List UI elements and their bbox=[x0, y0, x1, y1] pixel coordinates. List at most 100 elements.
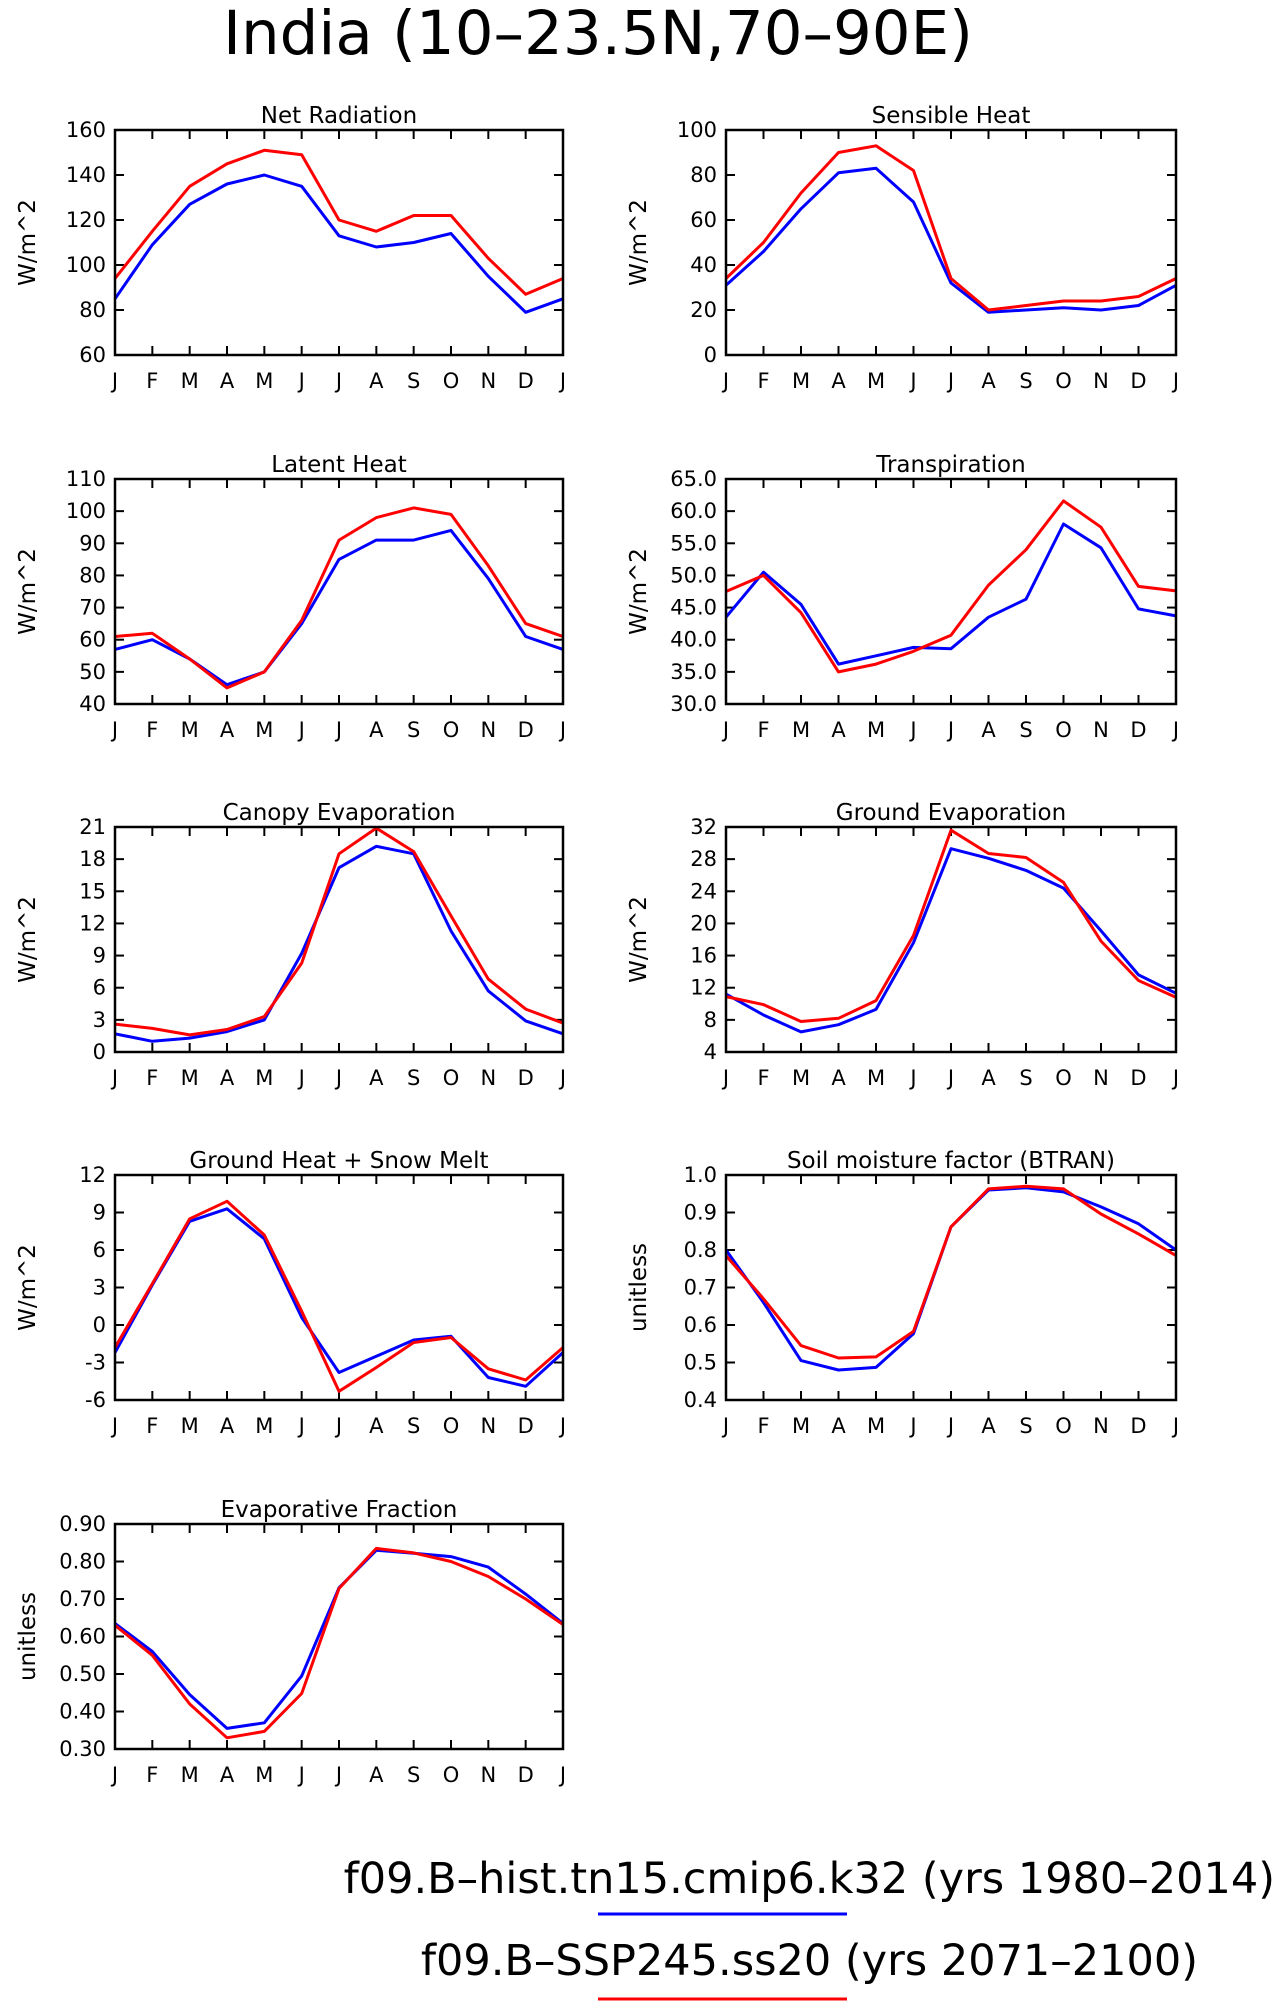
x-tick-label: F bbox=[146, 718, 158, 742]
x-tick-label: S bbox=[407, 1414, 420, 1438]
series-line-ssp bbox=[114, 1546, 564, 1740]
y-tick-label: 45.0 bbox=[670, 596, 717, 620]
y-tick-label: 0.5 bbox=[684, 1351, 717, 1375]
x-tick-label: J bbox=[946, 1414, 954, 1438]
x-tick-label: J bbox=[334, 1414, 342, 1438]
x-tick-label: N bbox=[480, 718, 496, 742]
y-tick-label: 0.70 bbox=[59, 1587, 106, 1611]
panel-title: Ground Evaporation bbox=[836, 800, 1066, 826]
series-line-ssp bbox=[724, 1184, 1177, 1360]
y-tick-label: 100 bbox=[66, 253, 106, 277]
x-tick-label: O bbox=[443, 1414, 460, 1438]
y-tick-label: 0.30 bbox=[59, 1737, 106, 1761]
x-tick-label: D bbox=[518, 1414, 534, 1438]
y-tick-label: 50.0 bbox=[670, 563, 717, 587]
chart-panel: Transpiration W/m^2 30.0 35.0 40.0 45.0 50.0 55… bbox=[626, 452, 1179, 742]
x-tick-label: O bbox=[443, 369, 460, 393]
x-tick-label: M bbox=[255, 1414, 273, 1438]
x-tick-label: J bbox=[721, 1414, 729, 1438]
y-tick-label: 80 bbox=[690, 163, 717, 187]
y-tick-label: 0.9 bbox=[684, 1201, 717, 1225]
plot-frame bbox=[113, 128, 565, 357]
x-tick-label: N bbox=[1093, 718, 1109, 742]
y-tick-label: 60.0 bbox=[670, 499, 717, 523]
legend-label-hist: f09.B–hist.tn15.cmip6.k32 (yrs 1980–2014… bbox=[344, 1854, 1275, 1904]
series-line-hist bbox=[724, 522, 1177, 666]
y-tick-label: 0.50 bbox=[59, 1662, 106, 1686]
plot-frame bbox=[113, 477, 565, 706]
x-tick-label: A bbox=[369, 1763, 384, 1787]
y-tick-label: 70 bbox=[79, 596, 106, 620]
x-tick-label: A bbox=[220, 1066, 235, 1090]
x-tick-label: O bbox=[443, 1066, 460, 1090]
x-tick-label: J bbox=[297, 718, 305, 742]
series-line-hist bbox=[113, 1207, 565, 1388]
y-axis-label: unitless bbox=[626, 1243, 652, 1332]
x-tick-label: J bbox=[1171, 369, 1179, 393]
x-tick-label: J bbox=[334, 369, 342, 393]
x-tick-label: A bbox=[981, 1414, 996, 1438]
x-tick-label: O bbox=[1055, 718, 1072, 742]
main-title: India (10–23.5N,70–90E) bbox=[223, 0, 973, 69]
x-tick-label: J bbox=[110, 1066, 118, 1090]
x-tick-label: A bbox=[981, 369, 996, 393]
y-tick-label: 140 bbox=[66, 163, 106, 187]
series-line-hist bbox=[724, 1186, 1177, 1372]
y-tick-label: 12 bbox=[79, 911, 106, 935]
x-tick-label: N bbox=[1093, 1066, 1109, 1090]
x-tick-label: J bbox=[334, 1066, 342, 1090]
x-tick-label: D bbox=[518, 1066, 534, 1090]
x-tick-label: O bbox=[1055, 369, 1072, 393]
x-tick-label: D bbox=[518, 718, 534, 742]
x-tick-label: O bbox=[443, 1763, 460, 1787]
y-tick-label: 9 bbox=[93, 1201, 106, 1225]
x-tick-label: D bbox=[1130, 718, 1146, 742]
plot-frame bbox=[113, 1173, 565, 1402]
y-tick-label: 30.0 bbox=[670, 692, 717, 716]
y-tick-label: 15 bbox=[79, 879, 106, 903]
x-tick-label: M bbox=[867, 1066, 885, 1090]
x-tick-label: J bbox=[297, 369, 305, 393]
x-tick-label: M bbox=[792, 1414, 810, 1438]
x-tick-label: J bbox=[946, 718, 954, 742]
y-tick-label: 0.60 bbox=[59, 1625, 106, 1649]
x-tick-label: J bbox=[558, 718, 566, 742]
x-tick-label: A bbox=[981, 1066, 996, 1090]
x-tick-label: F bbox=[146, 1763, 158, 1787]
y-tick-label: 0.90 bbox=[59, 1512, 106, 1536]
plot-frame bbox=[113, 825, 565, 1054]
x-tick-label: M bbox=[255, 718, 273, 742]
y-tick-label: 16 bbox=[690, 944, 717, 968]
y-tick-label: 8 bbox=[704, 1008, 717, 1032]
x-tick-label: A bbox=[220, 1414, 235, 1438]
y-tick-label: 0 bbox=[704, 343, 717, 367]
series-line-hist bbox=[724, 166, 1177, 314]
y-axis-label: W/m^2 bbox=[626, 896, 652, 983]
y-tick-label: 100 bbox=[66, 499, 106, 523]
x-tick-label: J bbox=[946, 369, 954, 393]
x-tick-label: J bbox=[721, 718, 729, 742]
x-tick-label: D bbox=[518, 369, 534, 393]
panel-title: Canopy Evaporation bbox=[223, 800, 456, 826]
x-tick-label: M bbox=[867, 718, 885, 742]
x-tick-label: A bbox=[981, 718, 996, 742]
y-tick-label: 1.0 bbox=[684, 1163, 717, 1187]
x-tick-label: N bbox=[1093, 369, 1109, 393]
x-tick-label: A bbox=[220, 718, 235, 742]
legend-label-ssp: f09.B–SSP245.ss20 (yrs 2071–2100) bbox=[421, 1936, 1198, 1986]
y-tick-label: 12 bbox=[79, 1163, 106, 1187]
y-tick-label: 3 bbox=[93, 1276, 106, 1300]
y-tick-label: 9 bbox=[93, 944, 106, 968]
y-tick-label: 0.6 bbox=[684, 1313, 717, 1337]
x-tick-label: J bbox=[1171, 1066, 1179, 1090]
x-tick-label: F bbox=[757, 718, 769, 742]
x-tick-label: D bbox=[1130, 1066, 1146, 1090]
x-tick-label: N bbox=[480, 369, 496, 393]
y-tick-label: 3 bbox=[93, 1008, 106, 1032]
x-tick-label: N bbox=[480, 1763, 496, 1787]
y-tick-label: 0.4 bbox=[684, 1388, 717, 1412]
chart-panel: Evaporative Fraction unitless 0.30 0.40 0.50… bbox=[15, 1497, 566, 1787]
